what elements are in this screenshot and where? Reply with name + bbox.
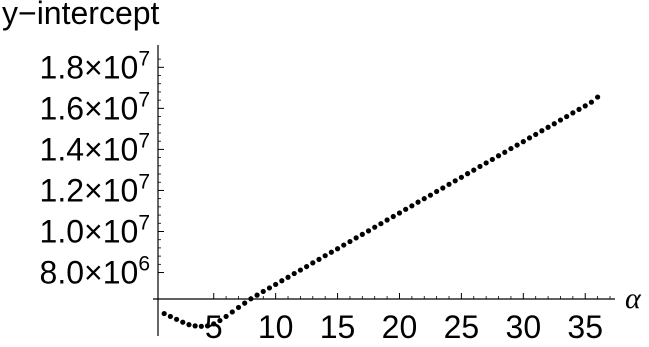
y-tick-label: 1.8×107	[40, 47, 150, 85]
x-tick-label: 25	[444, 309, 480, 345]
x-tick-label: 10	[258, 309, 294, 345]
data-point	[254, 292, 260, 298]
data-point	[551, 121, 557, 127]
data-point	[564, 113, 570, 120]
x-tick-label: 20	[382, 309, 418, 345]
data-point	[334, 246, 341, 252]
data-point	[310, 260, 316, 266]
data-point	[316, 256, 322, 262]
data-point	[483, 160, 489, 166]
data-point	[415, 199, 421, 205]
data-point	[192, 323, 198, 329]
data-point	[198, 323, 204, 329]
data-point	[186, 322, 192, 328]
data-point	[520, 139, 526, 145]
y-tick-label: 8.0×106	[40, 253, 150, 291]
data-point	[347, 238, 353, 245]
data-point	[477, 163, 483, 170]
data-point	[396, 210, 403, 216]
y-axis-title: y−intercept	[2, 0, 160, 31]
data-point	[533, 131, 539, 138]
data-point	[409, 203, 415, 209]
data-point	[446, 181, 452, 187]
data-point	[582, 103, 588, 109]
data-point	[421, 196, 427, 202]
data-point	[526, 135, 533, 141]
data-point	[223, 313, 229, 320]
data-point	[427, 192, 434, 198]
data-point	[557, 117, 564, 123]
y-tick-label: 1.0×107	[40, 211, 150, 249]
y-ticks: 8.0×106 1.0×1071.2×1071.4×1071.6×1071.8×1…	[40, 47, 164, 291]
data-point	[242, 300, 248, 306]
data-point	[372, 224, 378, 230]
data-point	[173, 316, 180, 322]
data-point	[322, 253, 328, 259]
data-point	[539, 128, 545, 134]
data-point	[266, 285, 273, 291]
data-point	[235, 304, 242, 311]
data-point	[595, 94, 601, 100]
data-point	[328, 249, 334, 255]
data-point	[588, 99, 595, 105]
y-tick-label: 1.2×107	[40, 170, 150, 208]
x-tick-label: 35	[567, 309, 603, 345]
data-point	[273, 281, 279, 288]
data-point	[248, 296, 254, 302]
data-point	[341, 242, 347, 248]
data-point	[458, 174, 464, 180]
data-point	[304, 263, 310, 270]
data-point	[359, 231, 365, 237]
data-point	[403, 206, 409, 212]
data-point	[204, 323, 211, 329]
data-point	[229, 309, 235, 315]
data-point	[434, 188, 440, 195]
data-points	[161, 94, 601, 329]
x-tick-label: 5	[205, 309, 223, 345]
data-point	[471, 167, 477, 173]
data-point	[297, 267, 304, 273]
data-point	[545, 124, 551, 130]
data-point	[390, 213, 396, 220]
data-point	[576, 106, 582, 112]
data-point	[161, 310, 167, 317]
y-tick-label: 1.6×107	[40, 88, 150, 126]
data-point	[180, 319, 186, 325]
data-point	[353, 235, 359, 241]
data-point	[217, 317, 223, 324]
data-point	[440, 185, 446, 191]
data-point	[291, 270, 297, 277]
data-point	[464, 171, 471, 177]
data-point	[285, 274, 291, 280]
data-point	[452, 178, 458, 184]
data-point	[378, 221, 384, 227]
data-point	[489, 156, 495, 163]
x-ticks: 5 10 15 20 25 30 35	[205, 293, 611, 345]
data-point	[508, 145, 514, 152]
data-point	[167, 313, 173, 320]
x-tick-label: 30	[506, 309, 542, 345]
data-point	[260, 288, 266, 295]
data-point	[502, 149, 508, 155]
data-point	[570, 110, 576, 116]
data-point	[279, 278, 285, 284]
data-point	[365, 228, 372, 234]
y-tick-label: 1.4×107	[40, 129, 150, 167]
data-point	[211, 321, 217, 327]
x-axis-title: α	[625, 282, 642, 315]
data-point	[514, 142, 520, 148]
x-tick-label: 15	[320, 309, 356, 345]
data-point	[495, 153, 502, 159]
data-point	[384, 217, 390, 223]
